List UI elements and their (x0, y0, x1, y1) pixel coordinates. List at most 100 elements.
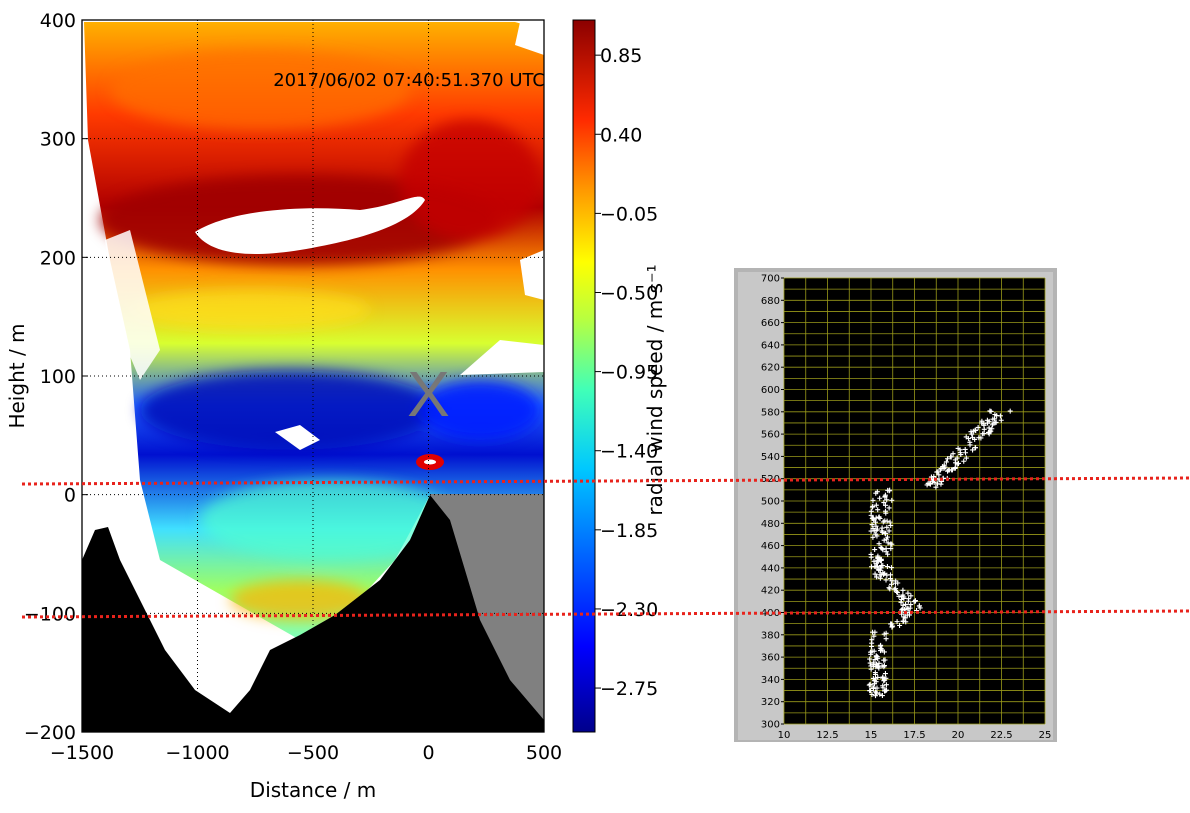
scatter-point (868, 508, 874, 514)
scatter-y-tick-label: 380 (761, 630, 780, 641)
scatter-point (973, 445, 979, 451)
scatter-point (876, 660, 882, 666)
scatter-y-tick-label: 400 (761, 608, 780, 619)
scatter-x-axis: 10 12.5 15 17.5 20 22.5 25 (778, 730, 1052, 741)
scatter-point (871, 633, 877, 639)
colorbar-tick-label: −2.30 (600, 599, 658, 621)
scatter-point (877, 495, 883, 501)
scatter-point (886, 585, 892, 591)
reference-line-upper (21, 476, 1190, 486)
scatter-x-tick-label: 20 (952, 730, 965, 741)
scatter-point (979, 418, 985, 424)
scatter-y-tick-label: 460 (761, 541, 780, 552)
scatter-point (869, 691, 875, 697)
scatter-point (867, 688, 873, 694)
colorbar-tick-label: −1.40 (600, 441, 658, 463)
scatter-point (884, 518, 890, 524)
scatter-point (936, 472, 942, 478)
scatter-y-tick-label: 440 (761, 563, 780, 574)
scatter-point (967, 439, 973, 445)
scatter-point (872, 681, 878, 687)
heatmap-panel: −1500 −1000 −500 0 500 −200−1000100200300400… (5, 10, 667, 802)
scatter-point (889, 541, 895, 547)
scatter-point (877, 691, 883, 697)
scatter-point (874, 489, 880, 495)
scatter-point (882, 688, 888, 694)
scatter-point (887, 576, 893, 582)
scatter-point (882, 502, 888, 508)
scatter-x-tick-label: 10 (778, 730, 791, 741)
scatter-point (981, 426, 987, 432)
scatter-point (894, 619, 900, 625)
scatter-point (873, 502, 879, 508)
scatter-point (883, 682, 889, 688)
scatter-point (888, 523, 894, 529)
scatter-point (992, 412, 998, 418)
missing-data-patch (520, 250, 544, 300)
scatter-point (989, 426, 995, 432)
missing-data-patch (275, 425, 320, 450)
scatter-point (908, 602, 914, 608)
scatter-point (880, 570, 886, 576)
scatter-point (905, 598, 911, 604)
scatter-point (874, 685, 880, 691)
x-axis: −1500 −1000 −500 0 500 (50, 726, 562, 764)
colorbar-label: radial wind speed / m s⁻¹ (643, 264, 667, 515)
y-tick-label: −100 (24, 603, 76, 625)
scatter-point (875, 674, 881, 680)
scatter-y-tick-label: 320 (761, 697, 780, 708)
scatter-x-tick-label: 15 (865, 730, 878, 741)
timestamp-label: 2017/06/02 07:40:51.370 UTC (273, 70, 545, 91)
scatter-y-tick-label: 540 (761, 452, 780, 463)
missing-data-patch (105, 230, 160, 380)
scatter-point (881, 631, 887, 637)
scatter-point (870, 516, 876, 522)
scatter-point (990, 422, 996, 428)
scatter-point (972, 427, 978, 433)
scatter-point (868, 666, 874, 672)
scatter-point (905, 590, 911, 596)
scatter-point (887, 519, 893, 525)
scatter-y-tick-label: 560 (761, 430, 780, 441)
scatter-point (879, 529, 885, 535)
scatter-point (900, 618, 906, 624)
scatter-point (877, 565, 883, 571)
scatter-point (970, 435, 976, 441)
scatter-point (868, 554, 874, 560)
scatter-point (986, 418, 992, 424)
scatter-y-tick-label: 700 (761, 274, 780, 285)
scatter-point (874, 654, 880, 660)
scatter-point (934, 469, 940, 475)
scatter-point (883, 530, 889, 536)
scatter-point (927, 481, 933, 487)
scatter-point (942, 464, 948, 470)
scatter-point (867, 660, 873, 666)
scatter-point (963, 450, 969, 456)
scatter-y-axis: 300 320 340 360 380 400 420 440 460 480 500 520 540 5… (761, 274, 784, 731)
scatter-point (885, 540, 891, 546)
scatter-point (884, 497, 890, 503)
scatter-point (868, 564, 874, 570)
scatter-point (887, 586, 893, 592)
scatter-point (986, 425, 992, 431)
scatter-point (988, 428, 994, 434)
scatter-x-tick-label: 12.5 (816, 730, 838, 741)
scatter-point (990, 416, 996, 422)
scatter-point (878, 646, 884, 652)
scatter-y-tick-label: 340 (761, 675, 780, 686)
scatter-point (871, 648, 877, 654)
scatter-point (957, 450, 963, 456)
scatter-point (882, 657, 888, 663)
x-tick-label: −1500 (50, 742, 114, 764)
scatter-point (883, 577, 889, 583)
y-tick-label: 100 (40, 366, 76, 388)
scatter-point (877, 645, 883, 651)
scatter-point (903, 601, 909, 607)
scatter-point (870, 497, 876, 503)
scatter-point (963, 455, 969, 461)
scatter-point (871, 558, 877, 564)
scatter-point (876, 514, 882, 520)
scatter-point (872, 657, 878, 663)
scatter-point (882, 508, 888, 514)
scatter-point (943, 459, 949, 465)
